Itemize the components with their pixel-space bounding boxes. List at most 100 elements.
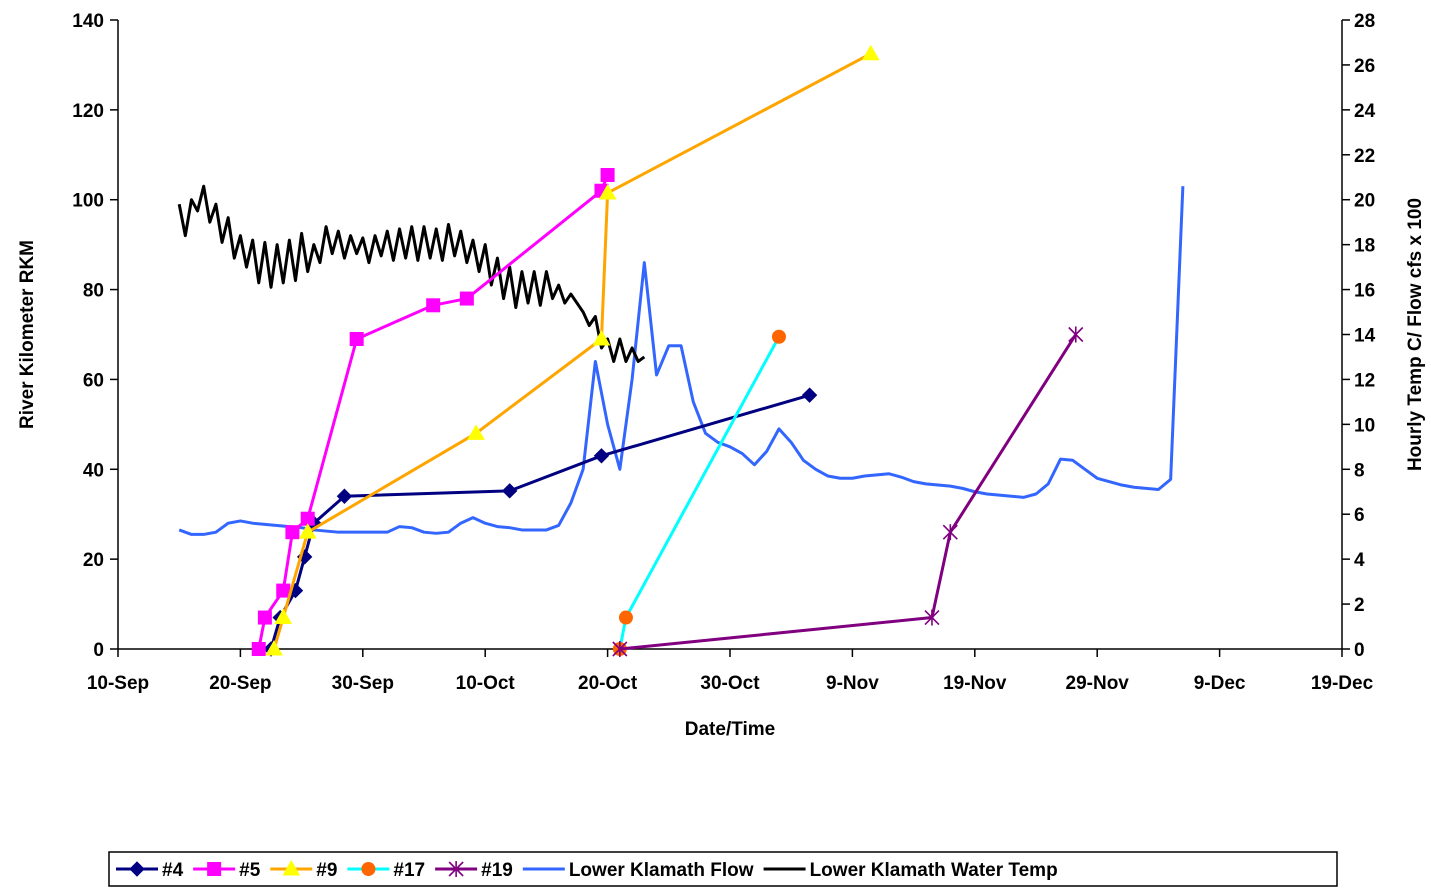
y2-axis-title: Hourly Temp C/ Flow cfs x 100 [1405,198,1426,471]
y2-tick-label: 26 [1354,56,1375,77]
x-tick-label: 10-Oct [456,673,516,694]
legend-item-lower-klamath-flow: Lower Klamath Flow [522,860,754,881]
y2-tick-label: 6 [1354,505,1365,526]
x-tick-label: 10-Sep [87,673,149,694]
legend-item-5: #5 [193,860,261,881]
y2-tick-label: 28 [1354,11,1375,32]
legend-label: #5 [239,860,261,881]
legend-label: #9 [316,860,337,881]
y2-tick-label: 12 [1354,370,1375,391]
x-tick-label: 20-Sep [209,673,271,694]
y2-tick-label: 18 [1354,236,1375,257]
asterisk-marker [612,641,628,657]
legend-item-9: #9 [270,859,337,881]
x-tick-label: 9-Nov [826,673,879,694]
square-marker [207,862,222,876]
series-line-17 [618,336,781,650]
diamond-marker [501,483,518,499]
y-tick-label: 60 [83,370,104,391]
y-tick-label: 40 [83,460,104,481]
legend-label: #17 [393,860,425,881]
series-5 [251,168,615,656]
triangle-marker [861,44,880,61]
legend-label: #4 [162,860,184,881]
y2-tick-label: 0 [1354,640,1365,661]
y2-tick-label: 16 [1354,281,1375,302]
square-marker [349,331,364,346]
circle-marker [361,862,376,876]
square-marker [257,610,272,625]
y2-tick-label: 22 [1354,146,1375,167]
series-line-19 [619,333,1078,651]
plot-series [177,44,1185,657]
series-line-lower-klamath-water-temp [177,184,646,363]
series-17 [612,329,786,656]
x-tick-label: 19-Nov [943,673,1007,694]
x-tick-label: 29-Nov [1066,673,1130,694]
x-tick-label: 30-Oct [700,673,760,694]
asterisk-marker [1068,326,1084,343]
y-tick-label: 20 [83,550,104,571]
series-line-4 [269,393,810,650]
circle-marker [618,610,633,625]
asterisk-marker [448,861,464,877]
square-marker [426,298,441,313]
triangle-marker [282,859,301,876]
square-marker [276,583,291,598]
y-tick-label: 120 [72,101,104,122]
x-tick-label: 30-Sep [332,673,394,694]
x-tick-label: 19-Dec [1311,673,1374,694]
y2-tick-label: 8 [1354,460,1365,481]
triangle-marker [265,639,283,656]
legend-box [108,851,1338,887]
y2-tick-label: 4 [1354,550,1365,571]
triangle-marker [467,424,485,440]
series-line-lower-klamath-flow [178,186,1185,536]
square-marker [300,511,315,526]
triangle-marker [298,523,317,539]
series-line-5 [257,174,609,650]
y-axis-title: River Kilometer RKM [17,240,38,429]
triangle-marker [598,183,617,200]
triangle-marker [274,608,293,625]
x-tick-label: 9-Dec [1194,673,1246,694]
diamond-marker [129,861,145,877]
circle-marker [771,329,786,344]
axes: 0204060801001201400246810121416182022242… [72,11,1375,694]
diamond-marker [593,448,610,464]
series-19 [612,326,1084,657]
y2-tick-label: 20 [1354,191,1375,212]
legend-item-4: #4 [116,860,184,881]
y2-tick-label: 14 [1354,326,1376,347]
asterisk-marker [924,609,940,626]
legend-item-lower-klamath-water-temp: Lower Klamath Water Temp [763,860,1058,881]
series-lower-klamath-water-temp [177,184,646,363]
y-tick-label: 140 [72,11,104,32]
series-line-9 [272,52,872,650]
legend-item-19: #19 [435,860,513,881]
square-marker [459,291,474,306]
y-tick-label: 0 [93,640,104,661]
square-marker [251,642,266,656]
x-tick-label: 20-Oct [578,673,638,694]
y-tick-label: 80 [83,281,104,302]
x-axis-title: Date/Time [685,719,775,740]
series-lower-klamath-flow [178,186,1185,536]
triangle-marker [592,329,611,346]
diamond-marker [336,488,353,504]
asterisk-marker [942,524,958,541]
series-9 [265,44,880,656]
legend-label: #19 [481,860,513,881]
legend: #4 #5 #9 #17 #19 Lower Klamath Flow Lower Klam… [108,851,1338,887]
y-tick-label: 100 [72,191,104,212]
diamond-marker [801,387,818,403]
legend-label: Lower Klamath Flow [569,860,754,881]
y2-tick-label: 10 [1354,415,1375,436]
square-marker [285,525,300,540]
y2-tick-label: 2 [1354,595,1365,616]
legend-label: Lower Klamath Water Temp [810,860,1058,881]
legend-item-17: #17 [347,860,425,881]
square-marker [600,168,615,183]
